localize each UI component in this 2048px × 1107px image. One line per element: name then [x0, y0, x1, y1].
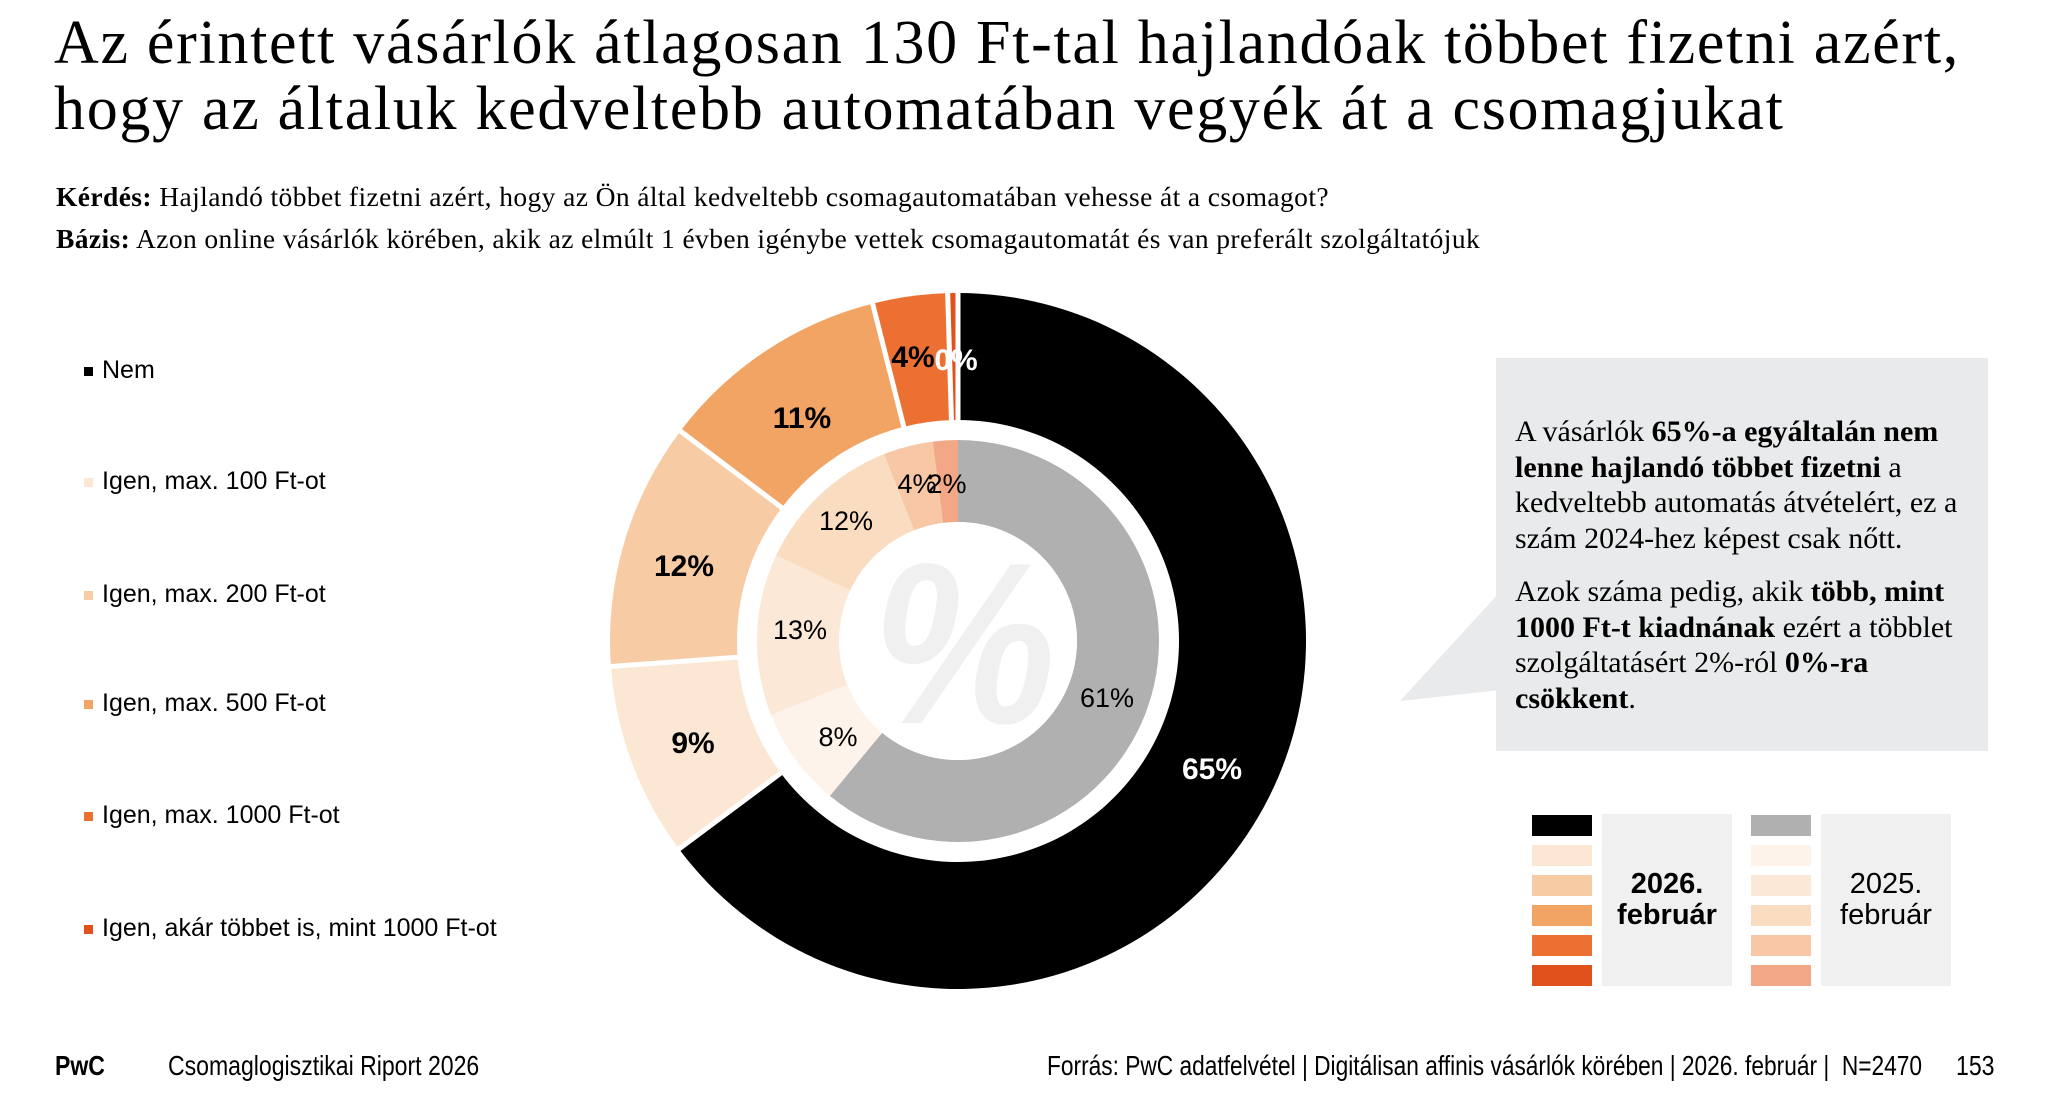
svg-text:65%: 65% — [1182, 753, 1242, 786]
svg-text:9%: 9% — [671, 727, 714, 760]
svg-text:4%: 4% — [891, 341, 934, 374]
svg-text:8%: 8% — [818, 722, 857, 752]
svg-text:13%: 13% — [773, 615, 827, 645]
svg-text:%: % — [872, 515, 1055, 772]
svg-text:2%: 2% — [927, 469, 966, 499]
svg-text:12%: 12% — [819, 506, 873, 536]
svg-text:4%: 4% — [897, 469, 936, 499]
svg-text:61%: 61% — [1080, 683, 1134, 713]
svg-text:11%: 11% — [773, 402, 831, 435]
svg-text:12%: 12% — [654, 550, 714, 583]
svg-text:0%: 0% — [934, 344, 977, 377]
